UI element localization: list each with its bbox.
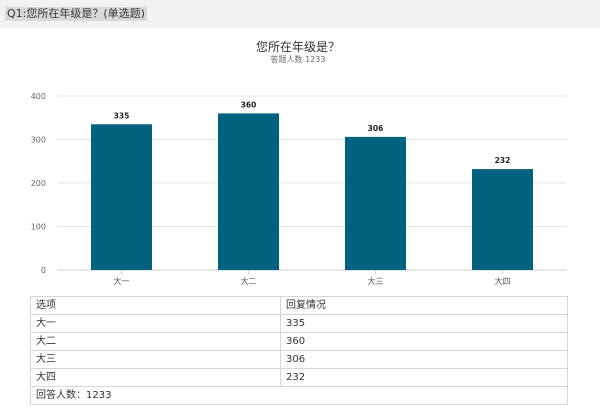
- table-cell: 大四: [30, 368, 281, 387]
- table-cell: 选项: [30, 296, 281, 315]
- table-cell: 大三: [30, 350, 281, 369]
- x-tick-label: 大四: [495, 276, 511, 286]
- bar-value-label: 335: [114, 111, 130, 120]
- table-row: 大一 335: [30, 314, 568, 333]
- table-cell: 回复情况: [280, 296, 568, 315]
- table-cell: 大二: [30, 332, 281, 351]
- table-cell: 360: [280, 332, 568, 351]
- bar: [218, 113, 279, 271]
- table-cell: 回答人数：1233: [30, 386, 568, 405]
- x-axis: 大一 大二 大三 大四: [114, 270, 511, 286]
- table-footer-row: 回答人数：1233: [30, 386, 568, 405]
- table-row: 大二 360: [30, 332, 568, 351]
- table-cell: 232: [280, 368, 568, 387]
- y-tick-label: 300: [31, 136, 46, 145]
- bar: [91, 124, 152, 271]
- bar-value-label: 360: [241, 100, 257, 109]
- bar-value-label: 232: [495, 156, 511, 165]
- y-axis: 0 100 200 300 400: [31, 92, 46, 275]
- y-tick-label: 200: [31, 179, 46, 188]
- bar-value-label: 306: [368, 124, 384, 133]
- bar: [345, 136, 406, 270]
- chart-title: 您所在年级是？: [256, 39, 340, 54]
- table-header-row: 选项 回复情况: [30, 296, 568, 315]
- x-tick-label: 大二: [241, 276, 257, 286]
- table-row: 大四 232: [30, 368, 568, 387]
- chart-subtitle: 答题人数 1233: [271, 54, 326, 64]
- y-tick-label: 400: [31, 92, 46, 101]
- bars: 335 360 306 232: [91, 100, 533, 271]
- x-tick-label: 大一: [114, 276, 130, 286]
- y-tick-label: 100: [31, 223, 46, 232]
- results-table: 选项 回复情况 大一 335 大二 360 大三 306 大四 232 回答人数：1233: [30, 296, 568, 405]
- table-cell: 306: [280, 350, 568, 369]
- y-tick-label: 0: [41, 266, 46, 275]
- bar-chart: 您所在年级是？ 答题人数 1233 0 100 200 300 400 335 360 30…: [31, 39, 566, 286]
- bar: [472, 169, 533, 270]
- question-header: Q1:您所在年级是？(单选题): [0, 0, 600, 28]
- table-cell: 335: [280, 314, 568, 333]
- table-cell: 大一: [30, 314, 281, 333]
- x-tick-label: 大三: [368, 276, 384, 286]
- question-title: Q1:您所在年级是？(单选题): [5, 7, 147, 21]
- table-row: 大三 306: [30, 350, 568, 369]
